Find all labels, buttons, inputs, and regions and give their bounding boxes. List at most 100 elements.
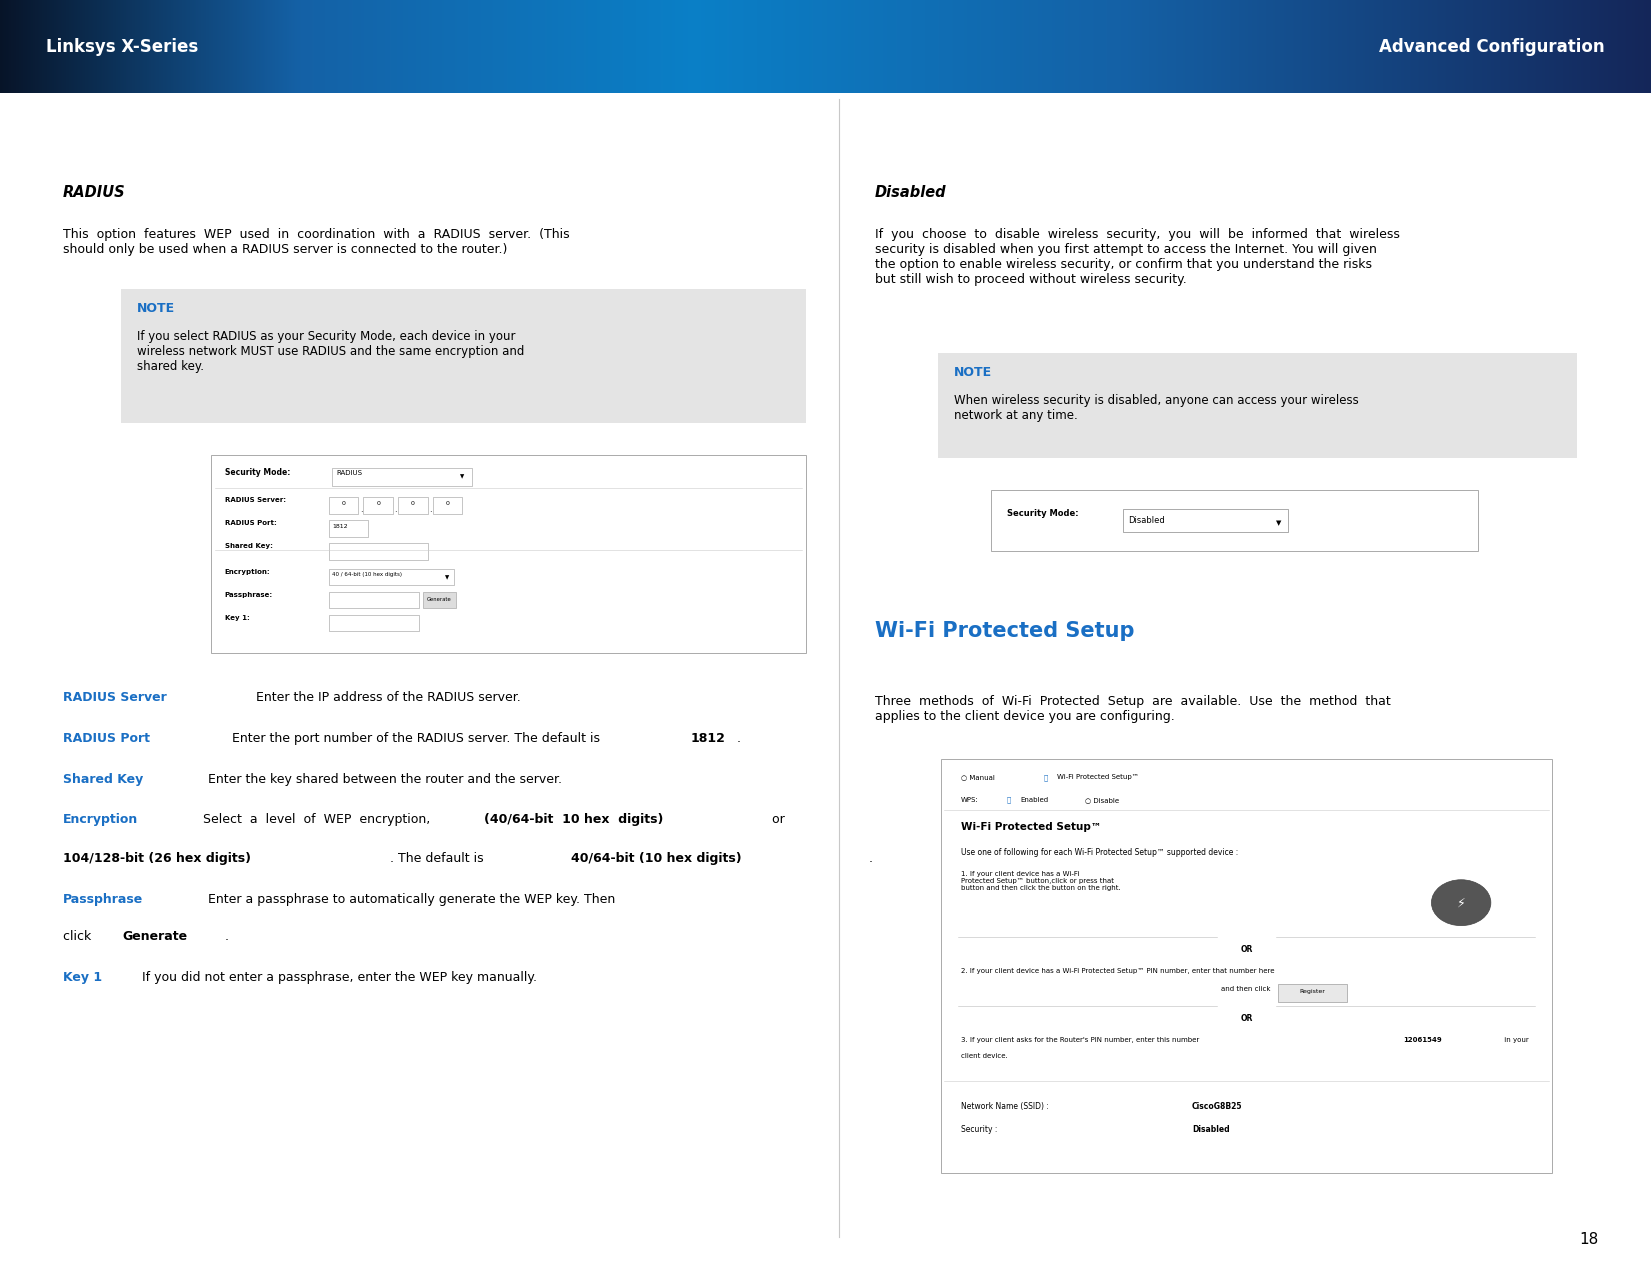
Text: NOTE: NOTE bbox=[954, 366, 992, 379]
Text: Security :: Security : bbox=[961, 1125, 997, 1133]
Text: Wi-Fi Protected Setup: Wi-Fi Protected Setup bbox=[875, 621, 1134, 641]
Text: Network Name (SSID) :: Network Name (SSID) : bbox=[961, 1102, 1048, 1111]
FancyBboxPatch shape bbox=[363, 497, 393, 514]
Text: Shared Key: Shared Key bbox=[63, 773, 144, 785]
Text: Generate: Generate bbox=[122, 929, 187, 942]
Text: 3. If your client asks for the Router's PIN number, enter this number: 3. If your client asks for the Router's … bbox=[961, 1037, 1202, 1043]
FancyBboxPatch shape bbox=[211, 455, 806, 653]
Text: Security Mode:: Security Mode: bbox=[1007, 509, 1078, 518]
Text: Passphrase:: Passphrase: bbox=[225, 592, 272, 598]
Text: .: . bbox=[225, 929, 228, 942]
Text: RADIUS: RADIUS bbox=[63, 185, 125, 200]
Text: RADIUS Port:: RADIUS Port: bbox=[225, 520, 276, 527]
Text: ⚡: ⚡ bbox=[1456, 896, 1466, 909]
Text: (40/64-bit  10 hex  digits): (40/64-bit 10 hex digits) bbox=[484, 813, 664, 826]
Text: 2. If your client device has a Wi-Fi Protected Setup™ PIN number, enter that num: 2. If your client device has a Wi-Fi Pro… bbox=[961, 968, 1275, 974]
Text: 0: 0 bbox=[342, 501, 345, 506]
Text: .: . bbox=[360, 505, 363, 514]
Text: When wireless security is disabled, anyone can access your wireless
network at a: When wireless security is disabled, anyo… bbox=[954, 394, 1359, 422]
FancyBboxPatch shape bbox=[329, 520, 368, 537]
Text: Disabled: Disabled bbox=[1128, 516, 1164, 525]
Text: If  you  choose  to  disable  wireless  security,  you  will  be  informed  that: If you choose to disable wireless securi… bbox=[875, 228, 1400, 286]
Text: ▼: ▼ bbox=[1276, 520, 1281, 527]
Text: Key 1:: Key 1: bbox=[225, 615, 249, 621]
Text: Wi-Fi Protected Setup™: Wi-Fi Protected Setup™ bbox=[1057, 774, 1139, 780]
Text: Linksys X-Series: Linksys X-Series bbox=[46, 37, 198, 56]
Text: click: click bbox=[63, 929, 96, 942]
Text: Security Mode:: Security Mode: bbox=[225, 468, 291, 477]
Text: client device.: client device. bbox=[961, 1053, 1007, 1060]
Text: If you did not enter a passphrase, enter the WEP key manually.: If you did not enter a passphrase, enter… bbox=[134, 970, 537, 983]
Text: 18: 18 bbox=[1578, 1232, 1598, 1247]
Text: ⦿: ⦿ bbox=[1007, 797, 1012, 803]
FancyBboxPatch shape bbox=[423, 592, 456, 608]
FancyBboxPatch shape bbox=[991, 490, 1478, 551]
Text: 1812: 1812 bbox=[690, 732, 725, 745]
Text: Disabled: Disabled bbox=[1192, 1125, 1230, 1133]
Text: 40/64-bit (10 hex digits): 40/64-bit (10 hex digits) bbox=[571, 852, 741, 866]
FancyBboxPatch shape bbox=[941, 759, 1552, 1173]
Text: Enter the IP address of the RADIUS server.: Enter the IP address of the RADIUS serve… bbox=[248, 691, 520, 704]
Text: Enter the key shared between the router and the server.: Enter the key shared between the router … bbox=[200, 773, 561, 785]
FancyBboxPatch shape bbox=[329, 497, 358, 514]
Text: ○ Disable: ○ Disable bbox=[1085, 797, 1119, 803]
Text: Register: Register bbox=[1299, 989, 1326, 994]
FancyBboxPatch shape bbox=[121, 289, 806, 423]
FancyBboxPatch shape bbox=[329, 543, 428, 560]
Text: WPS:: WPS: bbox=[961, 797, 979, 803]
Text: 12061549: 12061549 bbox=[1403, 1037, 1441, 1043]
Text: .: . bbox=[395, 505, 398, 514]
Text: Enabled: Enabled bbox=[1020, 797, 1048, 803]
Text: 104/128-bit (26 hex digits): 104/128-bit (26 hex digits) bbox=[63, 852, 251, 866]
Text: RADIUS Port: RADIUS Port bbox=[63, 732, 150, 745]
Text: OR: OR bbox=[1240, 1014, 1253, 1023]
Text: Advanced Configuration: Advanced Configuration bbox=[1379, 37, 1605, 56]
Text: or: or bbox=[764, 813, 786, 826]
FancyBboxPatch shape bbox=[938, 353, 1577, 458]
Text: ⦿: ⦿ bbox=[1043, 774, 1048, 780]
Text: Select  a  level  of  WEP  encryption,: Select a level of WEP encryption, bbox=[195, 813, 438, 826]
FancyBboxPatch shape bbox=[0, 93, 1651, 1275]
Text: OR: OR bbox=[1240, 945, 1253, 954]
Text: Wi-Fi Protected Setup™: Wi-Fi Protected Setup™ bbox=[961, 822, 1101, 833]
Text: 40 / 64-bit (10 hex digits): 40 / 64-bit (10 hex digits) bbox=[332, 572, 401, 578]
FancyBboxPatch shape bbox=[332, 468, 472, 486]
Text: Passphrase: Passphrase bbox=[63, 892, 144, 907]
Text: Encryption:: Encryption: bbox=[225, 569, 271, 575]
FancyBboxPatch shape bbox=[1123, 509, 1288, 532]
Text: RADIUS Server:: RADIUS Server: bbox=[225, 497, 286, 504]
Text: Disabled: Disabled bbox=[875, 185, 946, 200]
Text: Use one of following for each Wi-Fi Protected Setup™ supported device :: Use one of following for each Wi-Fi Prot… bbox=[961, 848, 1238, 857]
Text: 0: 0 bbox=[411, 501, 414, 506]
Text: and then click: and then click bbox=[1220, 986, 1273, 992]
FancyBboxPatch shape bbox=[329, 569, 454, 585]
Text: Enter the port number of the RADIUS server. The default is: Enter the port number of the RADIUS serv… bbox=[220, 732, 604, 745]
Text: ▼: ▼ bbox=[444, 575, 449, 580]
FancyBboxPatch shape bbox=[1278, 984, 1347, 1002]
Text: RADIUS Server: RADIUS Server bbox=[63, 691, 167, 704]
Text: .: . bbox=[736, 732, 740, 745]
FancyBboxPatch shape bbox=[329, 592, 419, 608]
Text: 0: 0 bbox=[376, 501, 380, 506]
Text: ○ Manual: ○ Manual bbox=[961, 774, 996, 780]
FancyBboxPatch shape bbox=[433, 497, 462, 514]
Text: Key 1: Key 1 bbox=[63, 970, 102, 983]
Circle shape bbox=[1431, 880, 1491, 926]
FancyBboxPatch shape bbox=[329, 615, 419, 631]
Text: . The default is: . The default is bbox=[390, 852, 487, 866]
Text: 1812: 1812 bbox=[332, 524, 347, 529]
Text: Three  methods  of  Wi-Fi  Protected  Setup  are  available.  Use  the  method  : Three methods of Wi-Fi Protected Setup a… bbox=[875, 695, 1390, 723]
Text: Shared Key:: Shared Key: bbox=[225, 543, 272, 550]
Text: If you select RADIUS as your Security Mode, each device in your
wireless network: If you select RADIUS as your Security Mo… bbox=[137, 330, 525, 374]
Text: .: . bbox=[868, 852, 872, 866]
Text: ▼: ▼ bbox=[459, 474, 464, 479]
Text: Enter a passphrase to automatically generate the WEP key. Then: Enter a passphrase to automatically gene… bbox=[200, 892, 616, 907]
FancyBboxPatch shape bbox=[398, 497, 428, 514]
Text: .: . bbox=[429, 505, 433, 514]
Text: 0: 0 bbox=[446, 501, 449, 506]
Text: RADIUS: RADIUS bbox=[337, 470, 363, 477]
Text: NOTE: NOTE bbox=[137, 302, 175, 315]
Text: Encryption: Encryption bbox=[63, 813, 139, 826]
Text: This  option  features  WEP  used  in  coordination  with  a  RADIUS  server.  (: This option features WEP used in coordin… bbox=[63, 228, 570, 256]
Text: 1. If your client device has a Wi-Fi
Protected Setup™ button,click or press that: 1. If your client device has a Wi-Fi Pro… bbox=[961, 871, 1121, 891]
